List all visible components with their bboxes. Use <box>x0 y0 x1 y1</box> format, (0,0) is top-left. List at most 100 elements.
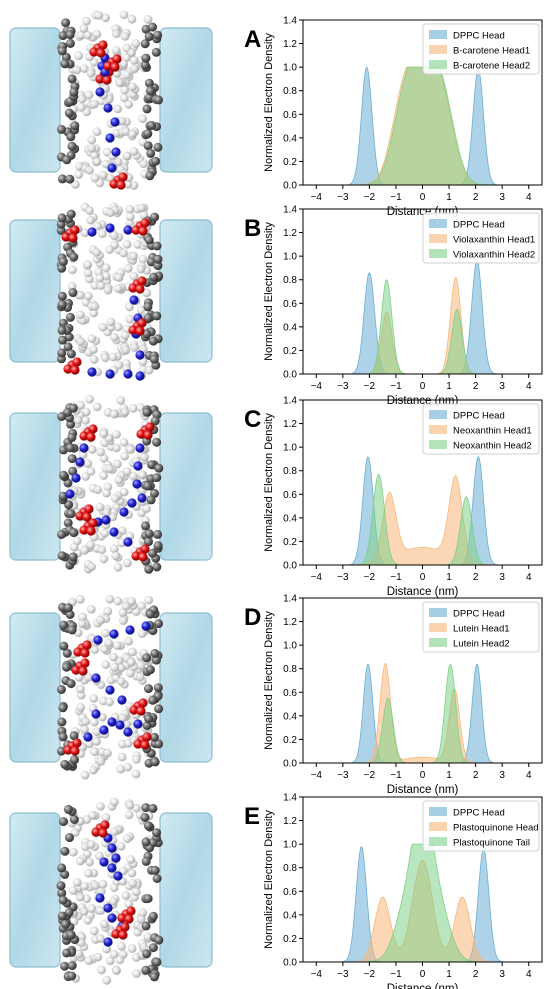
lipid-tail-bead <box>98 170 108 180</box>
legend-label: Lutein Head2 <box>453 639 510 650</box>
lipid-tail-bead <box>90 173 100 183</box>
lipid-tail-bead <box>69 847 78 857</box>
carotenoid-head-bead <box>136 706 146 716</box>
lipid-tail-bead <box>83 916 93 925</box>
lipid-tail-bead <box>122 151 132 161</box>
lipid-tail-bead <box>136 661 146 671</box>
lipid-tail-bead <box>76 103 86 112</box>
lipid-tail-bead <box>93 952 103 962</box>
carotenoid-head-bead <box>70 365 80 375</box>
carotenoid-chain-bead <box>123 369 133 379</box>
series-area-1 <box>303 475 542 566</box>
lipid-tail-bead <box>103 285 113 295</box>
lipid-tail-bead <box>116 677 126 686</box>
carotenoid-chain-bead <box>91 673 101 683</box>
lipid-head-bead <box>62 948 72 958</box>
lipid-tail-bead <box>89 355 99 364</box>
x-tick-label: 0 <box>420 770 426 781</box>
y-tick-label: 0.8 <box>283 863 297 874</box>
lipid-tail-bead <box>90 645 100 655</box>
y-tick-label: 0.4 <box>283 910 297 921</box>
lipid-head-bead <box>66 132 76 142</box>
x-tick-label: −3 <box>337 572 349 583</box>
carotenoid-chain-bead <box>107 913 117 923</box>
lipid-tail-bead <box>112 29 121 39</box>
y-tick-label: 0.0 <box>283 370 297 381</box>
lipid-tail-bead <box>137 203 146 213</box>
carotenoid-head-bead <box>131 551 141 561</box>
lipid-tail-bead <box>127 658 136 667</box>
carotenoid-head-bead <box>102 75 112 85</box>
lipid-tail-bead <box>89 345 98 355</box>
lipid-tail-bead <box>117 752 127 762</box>
x-axis-label: Distance (nm) <box>387 586 459 598</box>
x-tick-label: −4 <box>311 381 323 392</box>
legend <box>422 403 540 455</box>
lipid-tail-bead <box>89 57 99 67</box>
carotenoid-head-bead <box>142 732 152 742</box>
lipid-tail-bead <box>126 668 135 678</box>
x-tick-label: 2 <box>473 969 479 980</box>
legend-label: Violaxanthin Head2 <box>453 250 535 261</box>
lipid-head-bead <box>143 141 153 151</box>
lipid-tail-bead <box>77 94 87 104</box>
lipid-head-bead <box>57 863 67 873</box>
x-tick-label: −1 <box>390 572 402 583</box>
legend-swatch <box>429 638 447 647</box>
lipid-head-bead <box>152 241 162 251</box>
panel-letter: C <box>244 406 261 433</box>
carotenoid-head-bead <box>117 913 127 923</box>
x-tick-label: 3 <box>499 192 505 203</box>
panel-letter: D <box>244 604 261 631</box>
legend <box>422 212 540 264</box>
lipid-head-bead <box>148 695 158 705</box>
lipid-head-bead <box>65 312 75 322</box>
carotenoid-head-bead <box>136 429 146 439</box>
lipid-head-bead <box>62 648 72 658</box>
lipid-head-bead <box>147 121 157 130</box>
lipid-tail-bead <box>126 212 135 222</box>
lipid-head-bead <box>69 815 79 824</box>
chart-A: A−4 −3 −2 −1 0 1 2 3 40.00.20.40.60.81.01.21.4Di… <box>244 16 543 218</box>
y-tick-label: 0.2 <box>283 537 297 548</box>
carotenoid-chain-bead <box>79 443 89 453</box>
lipid-tail-bead <box>128 129 137 139</box>
lipid-tail-bead <box>121 345 131 355</box>
lipid-head-bead <box>56 226 66 235</box>
carotenoid-head-bead <box>138 698 148 708</box>
carotenoid-head-bead <box>84 504 94 514</box>
lipid-tail-bead <box>112 430 121 439</box>
lipid-tail-bead <box>115 78 125 88</box>
chart-D: D −4 −3 −2 −1 0 1 2 3 4 0.0 0.2 0.4 0.6 0.8 1.0 1.2 1.4 Di… <box>244 594 543 796</box>
x-tick-label: 0 <box>420 572 426 583</box>
lipid-tail-bead <box>127 14 137 24</box>
y-tick-label: 0.2 <box>283 735 297 746</box>
carotenoid-head-bead <box>72 738 82 748</box>
lipid-tail-bead <box>131 769 141 779</box>
lipid-head-bead <box>151 47 161 57</box>
lipid-tail-bead <box>80 546 89 555</box>
x-tick-label: 0 <box>420 969 426 980</box>
lipid-head-bead <box>143 481 153 491</box>
lipid-tail-bead <box>68 886 78 895</box>
panel-letter: A <box>244 26 261 53</box>
carotenoid-chain-bead <box>129 295 139 305</box>
lipid-head-bead <box>141 837 151 847</box>
lipid-head-bead <box>65 833 74 843</box>
x-tick-label: −3 <box>337 192 349 203</box>
carotenoid-head-bead <box>129 705 139 715</box>
lipid-tail-bead <box>113 596 123 606</box>
lipid-tail-bead <box>93 221 103 231</box>
lipid-tail-bead <box>106 317 116 327</box>
lipid-tail-bead <box>120 32 130 41</box>
lipid-tail-bead <box>81 416 90 425</box>
legend-label: DPPC Head <box>453 31 505 42</box>
legend-swatch <box>429 219 447 228</box>
carotenoid-chain-bead <box>123 537 133 547</box>
carotenoid-head-bead <box>137 276 147 286</box>
lipid-head-bead <box>58 257 68 267</box>
lipid-head-bead <box>58 31 68 41</box>
x-tick-label: 4 <box>526 770 532 781</box>
lipid-head-bead <box>154 619 163 629</box>
lipid-head-bead <box>58 703 68 713</box>
